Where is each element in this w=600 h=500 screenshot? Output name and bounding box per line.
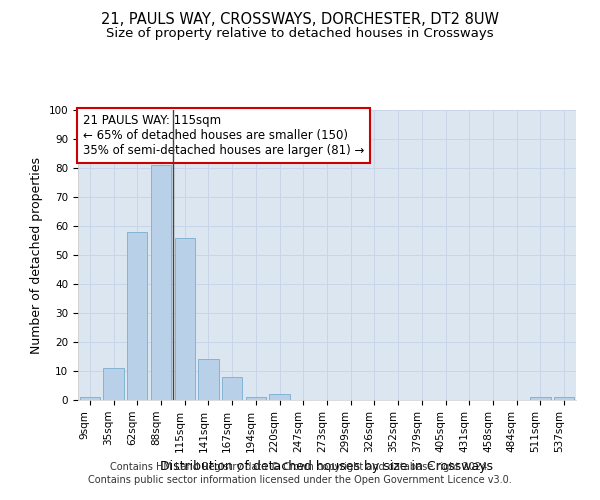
Text: Size of property relative to detached houses in Crossways: Size of property relative to detached ho… bbox=[106, 28, 494, 40]
Y-axis label: Number of detached properties: Number of detached properties bbox=[30, 156, 43, 354]
Bar bbox=[103, 368, 124, 400]
Text: 21, PAULS WAY, CROSSWAYS, DORCHESTER, DT2 8UW: 21, PAULS WAY, CROSSWAYS, DORCHESTER, DT… bbox=[101, 12, 499, 28]
Bar bbox=[269, 394, 290, 400]
Bar bbox=[151, 165, 171, 400]
Bar bbox=[246, 397, 266, 400]
Bar bbox=[80, 397, 100, 400]
Bar bbox=[175, 238, 195, 400]
Bar bbox=[199, 360, 218, 400]
Text: Contains public sector information licensed under the Open Government Licence v3: Contains public sector information licen… bbox=[88, 475, 512, 485]
Text: 21 PAULS WAY: 115sqm
← 65% of detached houses are smaller (150)
35% of semi-deta: 21 PAULS WAY: 115sqm ← 65% of detached h… bbox=[83, 114, 364, 158]
Text: Contains HM Land Registry data © Crown copyright and database right 2024.: Contains HM Land Registry data © Crown c… bbox=[110, 462, 490, 472]
Bar bbox=[222, 377, 242, 400]
Bar bbox=[530, 397, 551, 400]
X-axis label: Distribution of detached houses by size in Crossways: Distribution of detached houses by size … bbox=[161, 460, 493, 473]
Bar bbox=[554, 397, 574, 400]
Bar bbox=[127, 232, 148, 400]
